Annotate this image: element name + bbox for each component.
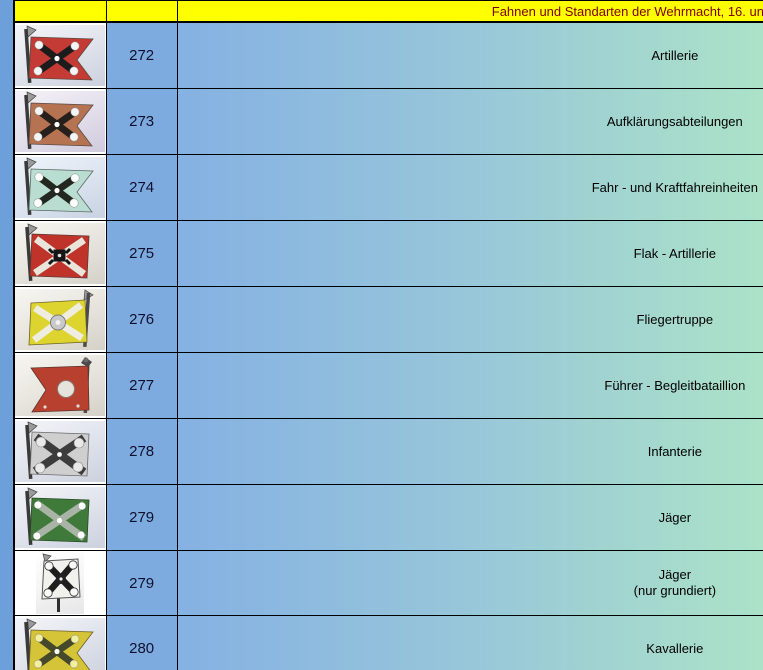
swallowtail-flag-icon: [24, 91, 95, 150]
header-cell-flag: [13, 0, 107, 23]
artillerie-flag-image: [15, 25, 106, 86]
flag-number: 278: [105, 418, 178, 485]
flag-cell: [13, 550, 107, 616]
flieger-flag-image: [15, 289, 106, 350]
table-row: 272 Artillerie: [13, 21, 763, 89]
flag-name-line2: (nur grundiert): [633, 583, 717, 598]
table-row: 275 Flak - Artillerie: [13, 220, 763, 287]
flag-name: Flak - Artillerie: [176, 220, 763, 287]
flag-name: Jäger: [176, 484, 763, 551]
table-row: 279 Jäger: [13, 484, 763, 551]
kavallerie-flag-image: [15, 618, 106, 670]
flag-cell: [13, 484, 107, 551]
table-header-row: Fahnen und Standarten der Wehrmacht, 16.…: [13, 0, 763, 23]
flak-flag-image: [15, 223, 106, 284]
square-flag-icon: [25, 421, 90, 480]
table-row: 277 Führer - Begleitbataillion: [13, 352, 763, 419]
flag-number: 280: [105, 615, 178, 670]
infanterie-flag-image: [15, 421, 106, 482]
flag-cell: [13, 154, 107, 221]
flag-number: 272: [105, 21, 178, 89]
flag-name: Fliegertruppe: [176, 286, 763, 353]
table-row: 279 Jäger (nur grundiert): [13, 550, 763, 616]
swallowtail-flag-icon: [24, 25, 95, 84]
flag-number: 275: [105, 220, 178, 287]
fahr-flag-image: [15, 157, 106, 218]
flag-cell: [13, 88, 107, 155]
jaeger-grundiert-flag-image: [36, 552, 85, 614]
square-flag-icon: [28, 289, 94, 348]
swallowtail-flag-icon: [24, 618, 95, 670]
table-row: 278 Infanterie: [13, 418, 763, 485]
square-flag-icon: [25, 487, 90, 546]
table-row: 273 Aufklärungsabteilungen: [13, 88, 763, 155]
flag-cell: [13, 286, 107, 353]
flag-name: Jäger (nur grundiert): [176, 550, 763, 616]
swallowtail-flag-icon: [24, 157, 95, 216]
flag-name: Fahr - und Kraftfahreinheiten: [176, 154, 763, 221]
flag-cell: [13, 21, 107, 89]
fuehrer-flag-image: [15, 355, 106, 416]
table-row: 274 Fahr - und Kraftfahreinheiten: [13, 154, 763, 221]
flag-number: 277: [105, 352, 178, 419]
flag-number: 273: [105, 88, 178, 155]
table-row: 276 Fliegertruppe: [13, 286, 763, 353]
flag-name: Kavallerie: [176, 615, 763, 670]
flag-number: 274: [105, 154, 178, 221]
table-row: 280 Kavallerie: [13, 615, 763, 670]
flag-name: Artillerie: [176, 21, 763, 89]
flag-cell: [13, 220, 107, 287]
aufklaerung-flag-image: [15, 91, 106, 152]
page-title: Fahnen und Standarten der Wehrmacht, 16.…: [176, 0, 763, 23]
square-flag-icon: [25, 223, 90, 282]
flag-name-line1: Jäger: [658, 567, 692, 582]
square-flag-icon: [41, 553, 81, 612]
flag-number: 279: [105, 550, 178, 616]
flag-cell: [13, 615, 107, 670]
flag-number: 279: [105, 484, 178, 551]
notched-flag-icon: [30, 357, 93, 414]
header-cell-number: [105, 0, 178, 23]
flag-name: Infanterie: [176, 418, 763, 485]
flag-name: Führer - Begleitbataillion: [176, 352, 763, 419]
flags-table: Fahnen und Standarten der Wehrmacht, 16.…: [13, 0, 763, 670]
jaeger-flag-image: [15, 487, 106, 548]
flag-cell: [13, 352, 107, 419]
flag-number: 276: [105, 286, 178, 353]
flag-name: Aufklärungsabteilungen: [176, 88, 763, 155]
flag-cell: [13, 418, 107, 485]
